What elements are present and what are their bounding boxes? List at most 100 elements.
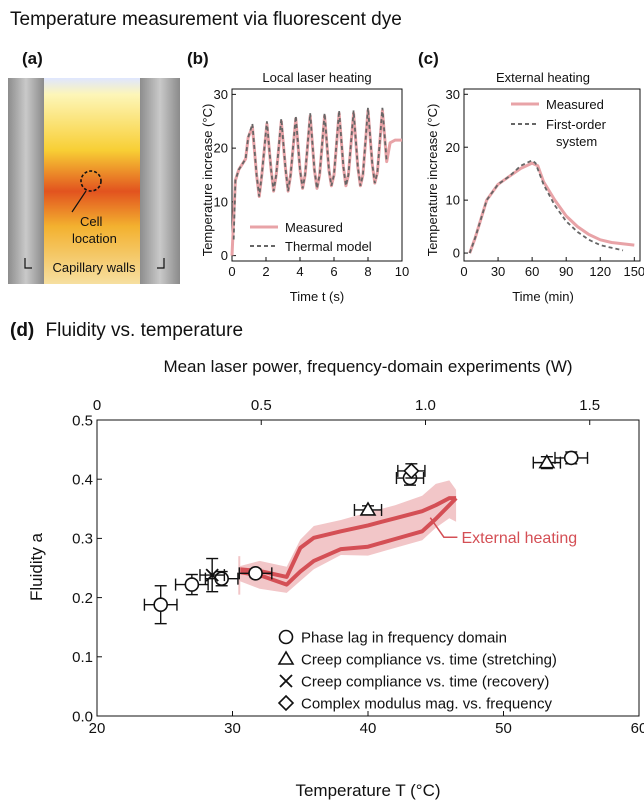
circle-marker: [153, 597, 168, 613]
panel-b-xlabel-text: Time t (s): [290, 289, 344, 304]
panel-d-title: Fluidity vs. temperature: [46, 320, 243, 341]
circle-marker: [214, 571, 229, 586]
x-tick-label: 60: [631, 720, 644, 737]
panel-a: (a) Cell location Capillary walls: [8, 49, 180, 284]
panel-d-x2label: Mean laser power, frequency-domain exper…: [163, 357, 572, 376]
triangle-marker: [538, 454, 556, 469]
panel-b-legend: Measured Thermal model: [250, 220, 372, 254]
panel-c-title: External heating: [496, 70, 590, 85]
circle-marker: [248, 566, 263, 581]
circle-marker: [563, 450, 579, 466]
diamond-marker: [277, 694, 295, 712]
panel-c: (c) External heating Temperature increas…: [418, 49, 644, 304]
x-tick-label: 40: [360, 720, 377, 737]
capillary-walls-label: Capillary walls: [52, 260, 136, 275]
panel-b-ylabel: Temperature increase (°C): [200, 104, 215, 257]
panel-d-points: [143, 450, 589, 625]
x-tick-label: 8: [364, 264, 371, 279]
legend-entry-label: Creep compliance vs. time (stretching): [301, 652, 557, 669]
panel-c-series: [468, 159, 635, 254]
panel-c-legend: Measured First-order system: [511, 97, 607, 149]
legend-model-label: Thermal model: [285, 239, 372, 254]
x-tick-label: 60: [525, 264, 539, 279]
x-tick-label: 150: [623, 264, 644, 279]
external-heating-line-upper: [239, 496, 457, 579]
cell-pointer-line: [71, 190, 87, 213]
external-heating-callout-line: [429, 517, 458, 538]
y-tick-label: 20: [214, 141, 228, 156]
panel-b: (b) Local laser heating Temperature incr…: [187, 49, 409, 304]
series-measured-line: [468, 161, 635, 254]
cell-location-marker: [80, 170, 102, 192]
capillary-image: [8, 78, 180, 284]
panel-b-frame: [231, 88, 403, 262]
y-tick-label: 30: [214, 87, 228, 102]
legend-entry-label: Creep compliance vs. time (recovery): [301, 674, 549, 691]
x-tick-label: 90: [559, 264, 573, 279]
triangle-marker: [277, 650, 295, 665]
external-heating-line-lower: [239, 496, 458, 587]
panel-c-ticks: 0 30 60 90 120 150 0 10 20 30: [446, 87, 644, 279]
x-tick-label: 2: [262, 264, 269, 279]
y-tick-label: 0.2: [72, 590, 93, 607]
panel-b-series: [230, 107, 402, 256]
cell-label-line2: location: [72, 231, 117, 246]
y-tick-label: 20: [446, 140, 460, 155]
panel-c-label: (c): [418, 49, 439, 68]
legend-first-order-label-line2: system: [556, 134, 597, 149]
left-wall-bracket: [24, 258, 32, 269]
x-tick-label: 30: [491, 264, 505, 279]
y-tick-label: 0: [453, 246, 460, 261]
legend-entry-label: Complex modulus mag. vs. frequency: [301, 696, 552, 713]
panel-d-frame: [96, 419, 640, 717]
y-tick-label: 0.5: [72, 412, 93, 429]
diamond-marker: [403, 462, 420, 480]
cell-label-line1: Cell: [80, 214, 103, 229]
cross-marker: [279, 674, 293, 688]
legend-first-order-label-line1: First-order: [546, 117, 607, 132]
panel-d-label: (d): [10, 320, 34, 341]
y-tick-label: 10: [446, 193, 460, 208]
y-tick-label: 0.0: [72, 708, 93, 725]
y-tick-label: 10: [214, 194, 228, 209]
x2-tick-label: 1.0: [415, 397, 436, 414]
triangle-marker: [359, 501, 377, 516]
panel-d-ticks: 20 30 40 50 600.00.10.20.30.40.50 0.5 1.0 1.5: [72, 397, 644, 737]
panel-d-ylabel: Fluidity a: [27, 532, 46, 601]
x-tick-label: 50: [495, 720, 512, 737]
panel-b-xlabel: Time t (s): [290, 289, 344, 304]
panel-c-xlabel: Time (min): [512, 289, 574, 304]
y-tick-label: 0: [221, 248, 228, 263]
panel-d-heading: (d) Fluidity vs. temperature: [10, 320, 243, 341]
panel-b-title: Local laser heating: [262, 70, 371, 85]
x2-tick-label: 0: [93, 397, 101, 414]
x-tick-label: 30: [224, 720, 241, 737]
x-tick-label: 20: [89, 720, 106, 737]
x-tick-label: 4: [296, 264, 303, 279]
x-tick-label: 0: [460, 264, 467, 279]
panel-d-legend: Phase lag in frequency domain Creep compl…: [277, 629, 557, 713]
x-tick-label: 10: [395, 264, 409, 279]
external-heating-band: External heating: [238, 480, 577, 595]
legend-entry-label: Phase lag in frequency domain: [301, 630, 507, 647]
panel-d-xlabel: Temperature T (°C): [295, 781, 440, 800]
x-tick-label: 120: [589, 264, 611, 279]
legend-measured-label: Measured: [285, 220, 343, 235]
external-heating-label: External heating: [461, 530, 577, 547]
x-tick-label: 0: [228, 264, 235, 279]
x2-tick-label: 1.5: [579, 397, 600, 414]
legend-measured-label: Measured: [546, 97, 604, 112]
right-wall-bracket: [157, 258, 165, 269]
y-tick-label: 0.4: [72, 471, 93, 488]
panel-a-label: (a): [22, 49, 43, 68]
figure-title: Temperature measurement via fluorescent …: [10, 9, 402, 30]
y-tick-label: 0.3: [72, 531, 93, 548]
circle-marker: [278, 629, 294, 645]
y-tick-label: 0.1: [72, 649, 93, 666]
panel-c-ylabel: Temperature increase (°C): [425, 104, 440, 257]
x2-tick-label: 0.5: [251, 397, 272, 414]
panel-d: (d) Fluidity vs. temperature Mean laser …: [10, 320, 644, 800]
panel-c-frame: [463, 88, 641, 262]
x-tick-label: 6: [330, 264, 337, 279]
